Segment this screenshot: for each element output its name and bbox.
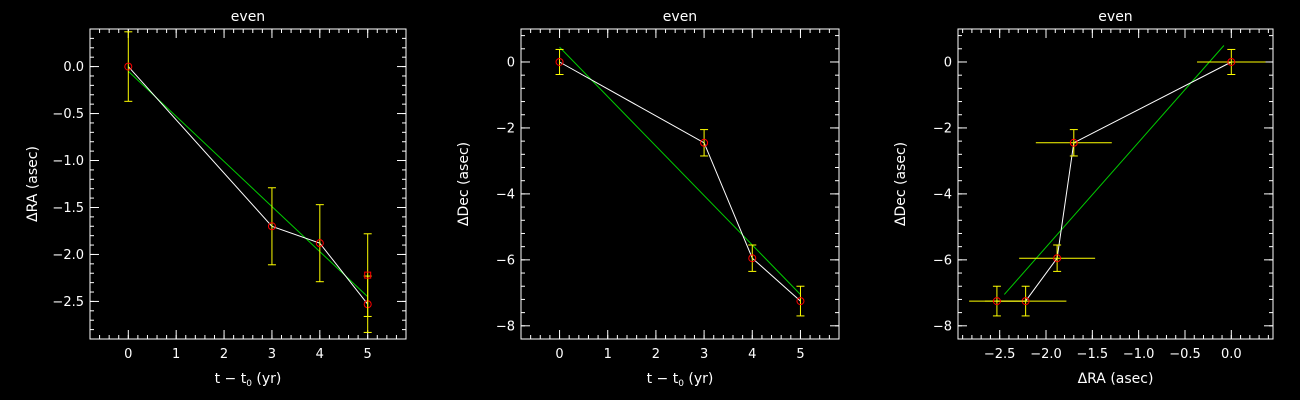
x-tick-label: 3 xyxy=(700,347,708,362)
x-axis-label-main: t − t xyxy=(215,371,247,387)
x-tick-label: 1 xyxy=(604,347,612,362)
x-tick-label: −0.5 xyxy=(1169,347,1201,362)
x-axis-label-unit: (yr) xyxy=(684,371,713,387)
y-tick-label: −2.5 xyxy=(52,295,84,310)
fit-line xyxy=(559,46,801,295)
chart-panel-3: −2.5 −2.0 −1.5 −1.0 −0.5 0.0 0 −2 −4 −6 −8 even ΔRA … xyxy=(893,9,1274,387)
y-axis-label: ΔDec (asec) xyxy=(893,142,909,226)
x-tick-label: 5 xyxy=(796,347,804,362)
y-tick-label: 0 xyxy=(507,55,515,70)
x-axis-label: t − t0 (yr) xyxy=(647,371,714,389)
y-tick-label: −1.0 xyxy=(52,154,84,169)
x-axis-label: ΔRA (asec) xyxy=(1078,371,1154,387)
chart-title: even xyxy=(1098,9,1132,25)
x-tick-label: 0 xyxy=(555,347,563,362)
y-tick-label: −6 xyxy=(933,253,952,268)
data-point-marker xyxy=(748,254,757,263)
y-tick-label: −2.0 xyxy=(52,248,84,263)
y-tick-label: 0.0 xyxy=(63,60,84,75)
data-point-marker xyxy=(1053,254,1062,263)
data-line xyxy=(996,61,1232,302)
data-point-marker xyxy=(364,271,372,279)
y-axis-label: ΔRA (asec) xyxy=(25,146,41,222)
x-tick-label: −2.0 xyxy=(1030,347,1062,362)
data-line xyxy=(559,61,801,302)
data-point-marker xyxy=(124,62,133,71)
data-point-marker xyxy=(267,222,276,231)
y-tick-label: −1.5 xyxy=(52,201,84,216)
plot-frame xyxy=(89,28,407,340)
data-point-marker xyxy=(315,239,324,248)
data-point-marker xyxy=(555,57,564,66)
x-tick-label: 4 xyxy=(748,347,756,362)
y-tick-label: −8 xyxy=(496,319,515,334)
data-line xyxy=(127,66,369,305)
y-tick-label: −8 xyxy=(933,319,952,334)
data-point-marker xyxy=(796,297,805,306)
x-tick-label: 5 xyxy=(364,347,372,362)
x-tick-label: −2.5 xyxy=(984,347,1016,362)
y-tick-label: 0 xyxy=(944,55,952,70)
x-tick-label: 0.0 xyxy=(1221,347,1242,362)
x-tick-label: 2 xyxy=(652,347,660,362)
x-tick-label: 0 xyxy=(124,347,132,362)
data-point-marker xyxy=(700,138,709,147)
y-tick-label: −2 xyxy=(933,121,952,136)
fit-line xyxy=(127,70,369,298)
y-axis-label: ΔDec (asec) xyxy=(456,142,472,226)
x-tick-label: −1.5 xyxy=(1077,347,1109,362)
chart-title: even xyxy=(663,9,697,25)
chart-panel-1: 0 1 2 3 4 5 0.0 −0.5 −1.0 −1.5 −2.0 −2.5 even t − t0 … xyxy=(25,9,407,389)
y-tick-label: −4 xyxy=(933,187,952,202)
x-axis-label-main: ΔRA (asec) xyxy=(1078,371,1154,387)
x-axis-label-subscript: 0 xyxy=(246,379,252,389)
y-tick-label: −0.5 xyxy=(52,107,84,122)
y-tick-label: −4 xyxy=(496,187,515,202)
data-point-marker xyxy=(1069,138,1078,147)
x-tick-label: −1.0 xyxy=(1123,347,1155,362)
data-point-marker xyxy=(992,297,1001,306)
y-tick-label: −6 xyxy=(496,253,515,268)
x-tick-label: 3 xyxy=(268,347,276,362)
x-tick-label: 1 xyxy=(172,347,180,362)
x-axis-label-subscript: 0 xyxy=(678,379,684,389)
x-tick-label: 2 xyxy=(220,347,228,362)
data-point-marker xyxy=(1227,57,1236,66)
x-axis-label-unit: (yr) xyxy=(252,371,281,387)
y-tick-label: −2 xyxy=(496,121,515,136)
fit-line xyxy=(1003,45,1225,295)
chart-title: even xyxy=(231,9,265,25)
x-tick-label: 4 xyxy=(316,347,324,362)
plot-frame xyxy=(520,28,840,340)
plot-frame xyxy=(957,28,1274,340)
x-axis-label-main: t − t xyxy=(647,371,679,387)
x-axis-label: t − t0 (yr) xyxy=(215,371,282,389)
